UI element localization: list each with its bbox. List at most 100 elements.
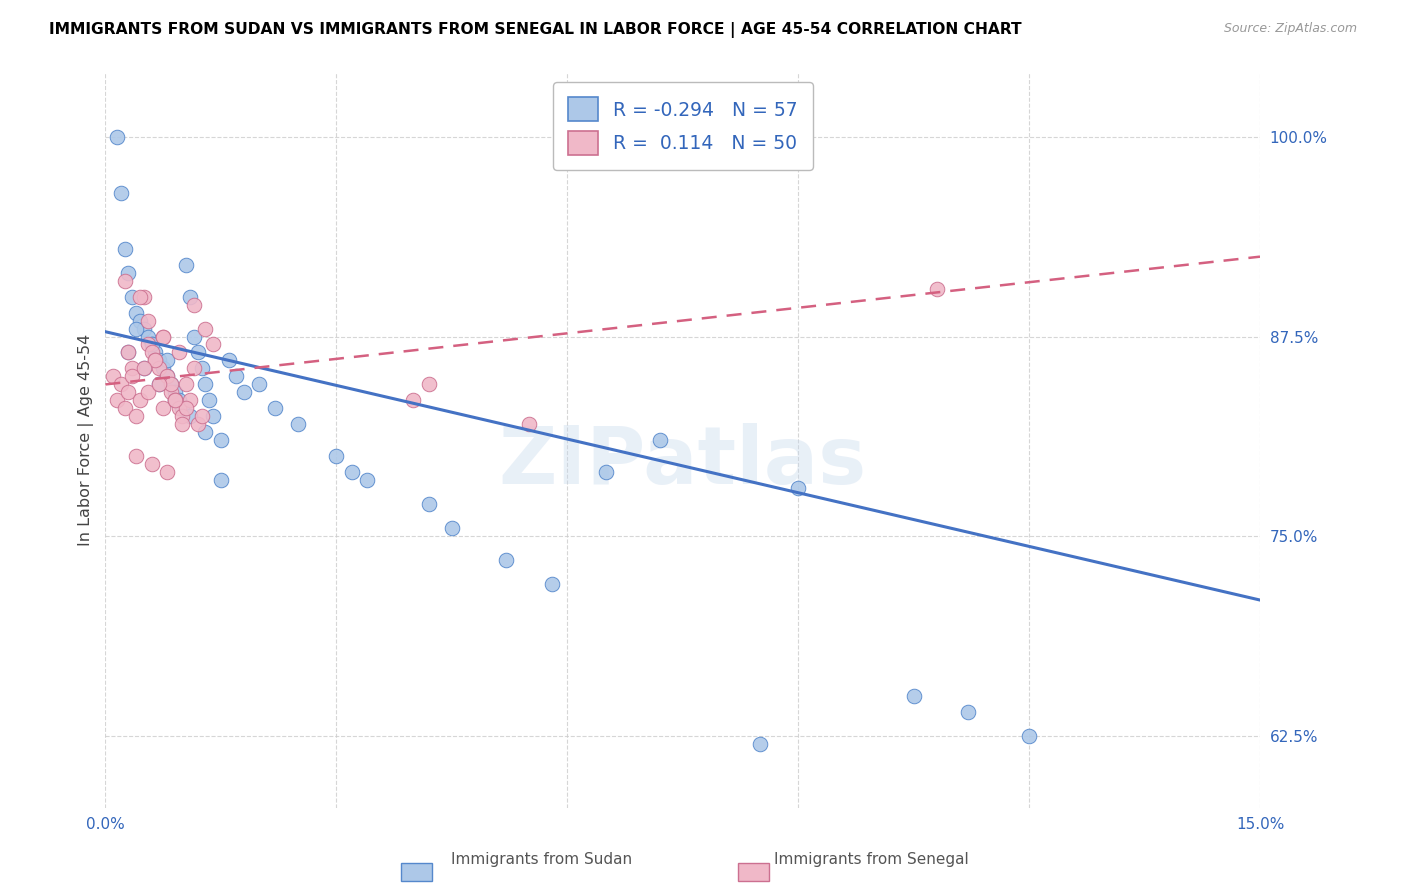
Point (156, 369, 179, 384)
Point (132, 321, 155, 335)
Point (340, 465, 363, 479)
Point (125, 321, 148, 335)
Point (247, 377, 270, 392)
Text: Source: ZipAtlas.com: Source: ZipAtlas.com (1223, 22, 1357, 36)
Point (183, 361, 205, 376)
Point (117, 345, 139, 359)
Point (132, 361, 155, 376)
Point (129, 289, 152, 303)
Point (179, 409, 201, 424)
Point (540, 577, 562, 591)
Point (114, 242, 136, 256)
Y-axis label: In Labor Force | Age 45-54: In Labor Force | Age 45-54 (79, 334, 94, 547)
Text: Immigrants from Senegal: Immigrants from Senegal (775, 852, 969, 867)
Point (141, 337, 163, 351)
Point (159, 385, 181, 400)
Point (141, 337, 163, 351)
Point (187, 417, 209, 432)
Point (1018, 729, 1040, 743)
Point (183, 329, 205, 343)
Point (356, 473, 378, 487)
Point (148, 361, 170, 376)
Point (121, 361, 143, 376)
Point (183, 297, 205, 311)
Point (167, 345, 190, 359)
Point (218, 353, 240, 368)
Point (152, 329, 174, 343)
Text: IMMIGRANTS FROM SUDAN VS IMMIGRANTS FROM SENEGAL IN LABOR FORCE | AGE 45-54 CORR: IMMIGRANTS FROM SUDAN VS IMMIGRANTS FROM… (49, 22, 1022, 38)
Point (114, 274, 136, 288)
Point (174, 258, 197, 272)
Point (114, 401, 136, 416)
Point (156, 369, 179, 384)
Point (903, 689, 925, 703)
Point (148, 353, 170, 368)
Point (117, 345, 139, 359)
Point (198, 393, 221, 408)
Point (194, 321, 217, 335)
Point (209, 434, 232, 448)
Point (148, 377, 170, 392)
Point (418, 497, 440, 511)
Point (121, 289, 143, 303)
Point (187, 345, 209, 359)
Point (136, 385, 159, 400)
Legend: R = -0.294   N = 57, R =  0.114   N = 50: R = -0.294 N = 57, R = 0.114 N = 50 (553, 82, 813, 169)
Point (925, 282, 948, 296)
Point (440, 521, 463, 535)
Point (121, 369, 143, 384)
Point (136, 329, 159, 343)
Point (136, 313, 159, 327)
Point (148, 377, 170, 392)
Point (132, 361, 155, 376)
Point (287, 417, 309, 432)
Point (209, 473, 232, 487)
Point (172, 409, 194, 424)
Point (159, 377, 181, 392)
Point (202, 337, 225, 351)
Point (179, 289, 201, 303)
Point (156, 353, 179, 368)
Point (152, 401, 174, 416)
Point (141, 345, 163, 359)
Point (117, 266, 139, 280)
Point (105, 393, 128, 408)
Point (402, 393, 425, 408)
Text: ZIPatlas: ZIPatlas (499, 424, 868, 501)
Point (136, 337, 159, 351)
Point (172, 417, 194, 432)
Point (787, 481, 810, 495)
Point (163, 393, 186, 408)
Point (194, 425, 217, 440)
Point (956, 705, 979, 719)
Point (495, 553, 517, 567)
Point (101, 369, 124, 384)
Point (517, 417, 540, 432)
Point (174, 377, 197, 392)
Point (648, 434, 671, 448)
Point (325, 450, 347, 464)
Point (194, 377, 217, 392)
Point (141, 458, 163, 472)
Point (152, 329, 174, 343)
Point (117, 385, 139, 400)
Point (179, 393, 201, 408)
Point (129, 313, 152, 327)
Point (105, 129, 128, 144)
Point (225, 369, 247, 384)
Point (163, 385, 186, 400)
Point (263, 401, 285, 416)
Point (110, 377, 132, 392)
Point (748, 737, 770, 751)
Point (167, 393, 190, 408)
Point (232, 385, 254, 400)
Point (125, 305, 148, 319)
Text: Immigrants from Sudan: Immigrants from Sudan (451, 852, 631, 867)
Point (132, 289, 155, 303)
Point (190, 361, 212, 376)
Point (152, 361, 174, 376)
Point (125, 409, 148, 424)
Point (174, 401, 197, 416)
Point (167, 401, 190, 416)
Point (145, 353, 167, 368)
